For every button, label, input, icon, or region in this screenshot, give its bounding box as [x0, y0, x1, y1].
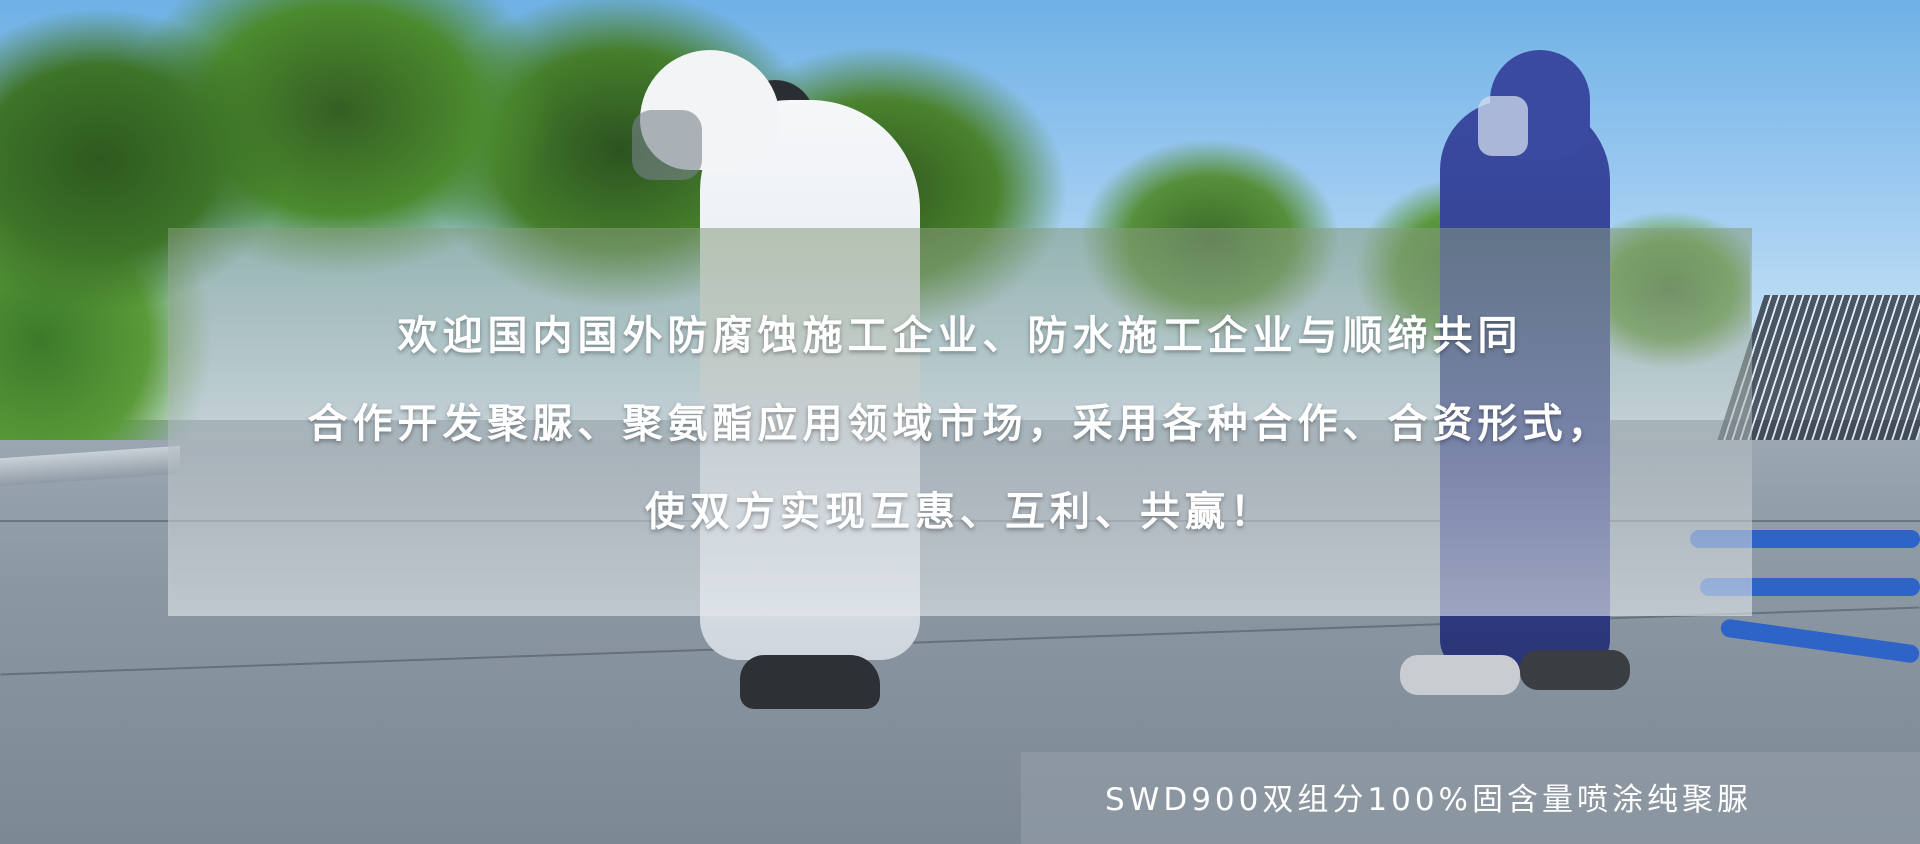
product-caption-bar: SWD900双组分100%固含量喷涂纯聚脲	[1021, 752, 1920, 844]
headline-text-block: 欢迎国内国外防腐蚀施工企业、防水施工企业与顺缔共同 合作开发聚脲、聚氨酯应用领域…	[168, 292, 1752, 556]
spray-hose	[1700, 578, 1920, 596]
spray-hose	[1690, 530, 1920, 548]
roof-seam	[0, 520, 1920, 522]
headline-line-2: 合作开发聚脲、聚氨酯应用领域市场，采用各种合作、合资形式，	[307, 401, 1613, 447]
product-caption: SWD900双组分100%固含量喷涂纯聚脲	[1105, 782, 1752, 818]
headline-line-1: 欢迎国内国外防腐蚀施工企业、防水施工企业与顺缔共同	[397, 313, 1523, 359]
trees-background-right	[1050, 120, 1750, 380]
headline-line-3: 使双方实现互惠、互利、共赢！	[645, 489, 1275, 535]
headline-overlay: 欢迎国内国外防腐蚀施工企业、防水施工企业与顺缔共同 合作开发聚脲、聚氨酯应用领域…	[168, 228, 1752, 616]
